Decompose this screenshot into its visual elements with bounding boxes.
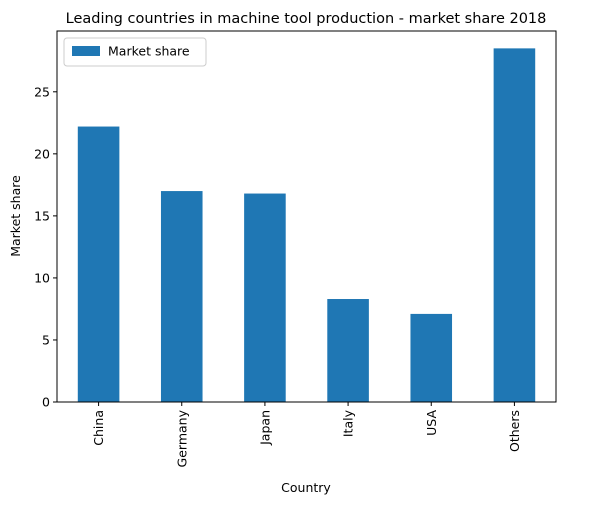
x-axis-label: Country — [281, 480, 331, 495]
bar-usa — [410, 313, 453, 402]
y-tick-label: 20 — [34, 146, 50, 161]
bar-china — [77, 126, 120, 402]
y-tick-label: 5 — [42, 332, 50, 347]
chart-title: Leading countries in machine tool produc… — [66, 11, 547, 27]
bar-others — [493, 48, 536, 402]
x-tick-label-germany: Germany — [174, 409, 189, 467]
y-tick-label: 0 — [42, 395, 50, 410]
legend: Market share — [63, 37, 207, 67]
bar-germany — [160, 191, 203, 402]
x-tick-label-italy: Italy — [341, 409, 356, 437]
legend-label: Market share — [108, 44, 190, 59]
y-axis-ticks: 0 5 10 15 20 25 — [34, 84, 57, 410]
y-axis-label: Market share — [8, 175, 23, 257]
legend-frame — [63, 37, 207, 67]
x-tick-label-others: Others — [507, 410, 522, 452]
bar-group — [77, 48, 536, 402]
y-tick-label: 25 — [34, 84, 50, 99]
plot-area-frame — [56, 30, 557, 403]
y-tick-label: 10 — [34, 270, 50, 285]
x-tick-label-usa: USA — [424, 410, 439, 436]
x-axis-ticks: China Germany Japan Italy USA Others — [91, 402, 522, 467]
y-tick-label: 15 — [34, 208, 50, 223]
legend-swatch — [72, 46, 100, 56]
bar-italy — [327, 299, 369, 402]
bar-japan — [244, 193, 286, 402]
x-tick-label-china: China — [91, 410, 106, 446]
x-tick-label-japan: Japan — [257, 410, 272, 446]
